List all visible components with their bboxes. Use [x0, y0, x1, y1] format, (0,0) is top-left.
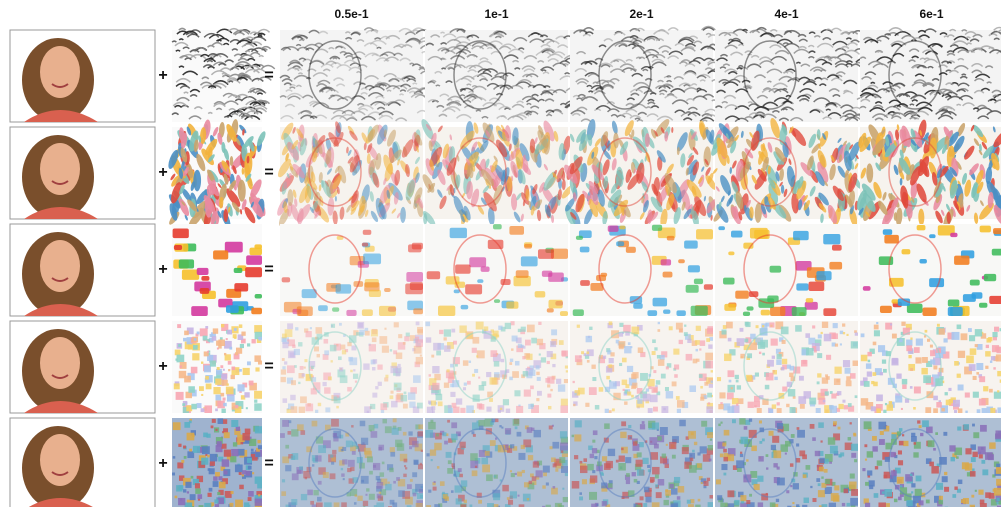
figure: 0.5e-11e-12e-14e-16e-1+=+=+=+=+=	[0, 0, 1001, 507]
plus-sign: +	[158, 164, 167, 181]
row: +=	[10, 321, 1001, 413]
plus-sign: +	[158, 358, 167, 375]
equals-sign: =	[264, 261, 273, 278]
column-header: 2e-1	[629, 7, 653, 21]
equals-sign: =	[264, 164, 273, 181]
column-header: 6e-1	[919, 7, 943, 21]
plus-sign: +	[158, 455, 167, 472]
result-image	[280, 224, 423, 316]
row: +=	[10, 117, 1001, 230]
row: +=	[10, 224, 1001, 316]
row: +=	[10, 418, 1001, 507]
column-header: 4e-1	[774, 7, 798, 21]
row: +=	[10, 27, 1001, 122]
plus-sign: +	[158, 67, 167, 84]
equals-sign: =	[264, 67, 273, 84]
equals-sign: =	[264, 455, 273, 472]
plus-sign: +	[158, 261, 167, 278]
equals-sign: =	[264, 358, 273, 375]
column-header: 1e-1	[484, 7, 508, 21]
column-header: 0.5e-1	[334, 7, 368, 21]
